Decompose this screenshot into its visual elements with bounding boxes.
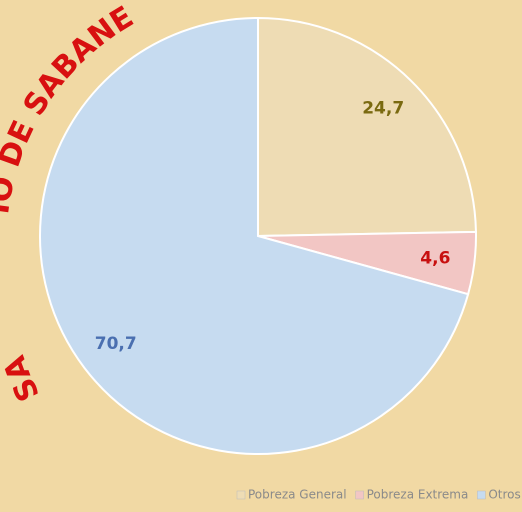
legend-swatch <box>355 490 364 500</box>
pie-slice <box>257 16 477 238</box>
legend: Pobreza General Pobreza Extrema Otros <box>236 488 521 502</box>
pie-slice <box>39 16 470 455</box>
legend-swatch <box>477 490 486 500</box>
legend-label: Pobreza General <box>248 488 347 502</box>
pie: 24,7 4,6 70,7 <box>39 16 477 455</box>
legend-swatch <box>236 490 246 500</box>
data-label: 4,6 <box>420 248 450 268</box>
data-label: 24,7 <box>362 98 404 118</box>
legend-label: Pobreza Extrema <box>367 488 469 502</box>
legend-label: Otros <box>488 488 520 502</box>
data-label: 70,7 <box>95 334 137 354</box>
